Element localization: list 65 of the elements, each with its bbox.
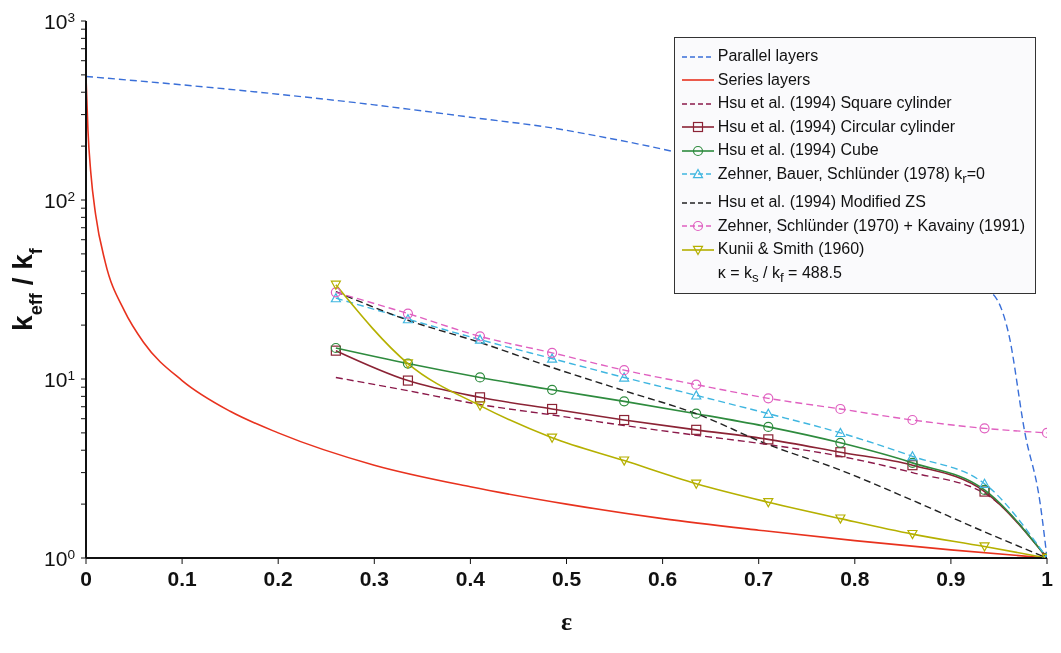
x-tick-label: 0.7 (744, 567, 774, 590)
x-tick-label: 0.4 (455, 567, 486, 590)
x-tick-label: 0.5 (551, 567, 582, 590)
point (546, 384, 558, 395)
point (979, 478, 990, 488)
x-tick-label: 0.1 (167, 567, 198, 590)
point (691, 408, 702, 419)
point (330, 287, 341, 298)
legend-label: Hsu et al. (1994) Square cylinder (717, 94, 952, 111)
point (546, 433, 558, 443)
point (691, 379, 702, 390)
legend-label: Series layers (717, 70, 811, 88)
y-tick-label: 10$^{2}$ (44, 188, 75, 212)
point (835, 514, 846, 524)
legend-label: Zehner, Bauer, Schlünder (1978) k$_{r}$=0 (717, 164, 985, 186)
point (979, 542, 990, 552)
x-tick-label: 1 (1041, 567, 1054, 590)
point (763, 421, 774, 432)
point (763, 434, 774, 445)
point (907, 529, 918, 540)
point (546, 403, 558, 415)
point (619, 372, 630, 382)
annotation: κ = k$_{s}$ / k$_{f}$ = 488.5 (717, 263, 842, 285)
point (691, 424, 702, 435)
x-tick-label: 0.3 (359, 567, 389, 590)
point (330, 280, 341, 290)
legend-label: Zehner, Schlünder (1970) + Kavainy (1991) (717, 216, 1025, 234)
point (835, 447, 846, 458)
x-tick-label: 0.2 (263, 567, 293, 590)
point (835, 437, 846, 448)
point (619, 414, 630, 426)
point (619, 456, 630, 466)
point (907, 451, 918, 461)
x-tick-label: 0 (80, 567, 92, 590)
x-tick-label: 0.6 (648, 567, 678, 590)
point (546, 347, 558, 358)
x-tick-label: 0.8 (840, 567, 870, 590)
point (619, 365, 630, 376)
point (691, 390, 702, 400)
legend-label: Parallel layers (717, 47, 819, 64)
point (546, 353, 558, 363)
legend-label: Hsu et al. (1994) Cube (717, 141, 879, 158)
point (835, 403, 846, 415)
point (763, 408, 774, 418)
legend-label: Hsu et al. (1994) Circular cylinder (717, 117, 956, 135)
point (907, 414, 918, 426)
point (979, 423, 990, 434)
point (474, 401, 486, 411)
point (402, 308, 414, 319)
y-tick-label: 10$^{1}$ (44, 367, 75, 391)
y-tick-label: 10$^{0}$ (44, 546, 76, 570)
x-axis-title: ε (560, 607, 573, 636)
point (691, 479, 702, 489)
point (835, 427, 846, 438)
legend-label: Kunii & Smith (1960) (717, 240, 865, 258)
point (619, 396, 630, 407)
point (763, 393, 774, 404)
y-tick-label: 10$^{3}$ (44, 9, 75, 33)
legend-label: Hsu et al. (1994) Modified ZS (717, 193, 926, 211)
point (474, 372, 486, 383)
x-tick-label: 0.9 (936, 567, 966, 590)
point (402, 375, 414, 386)
point (402, 314, 414, 324)
point (763, 498, 774, 508)
point (330, 293, 341, 303)
